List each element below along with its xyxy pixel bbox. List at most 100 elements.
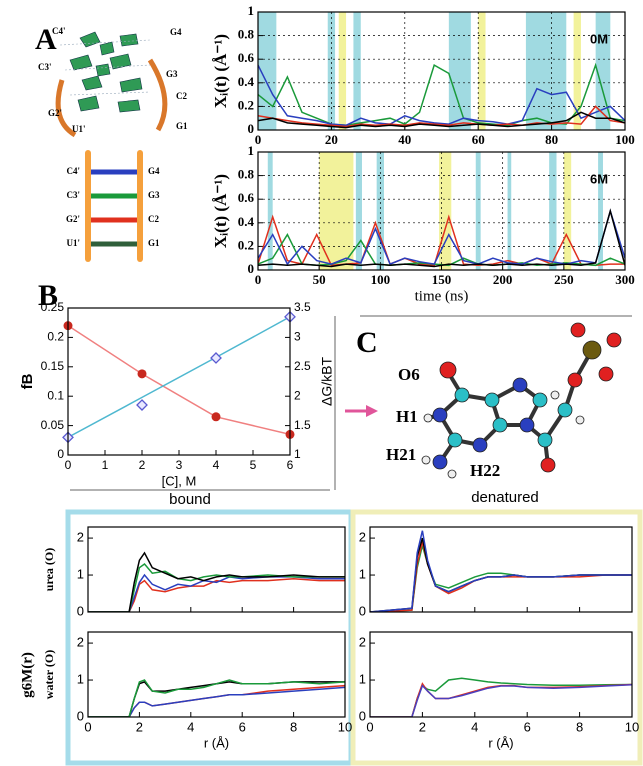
- x-axis-label: [C], M: [162, 473, 197, 488]
- y-tick-label: 0.05: [41, 418, 65, 432]
- highlight-band: [478, 12, 486, 130]
- series-line: [258, 64, 625, 127]
- y-tick-label: 0: [248, 121, 255, 136]
- y-tick-label: 0.25: [41, 300, 65, 314]
- nucleotide-label: C4': [67, 166, 81, 176]
- nucleotide-label: G2': [48, 108, 62, 118]
- highlight-band: [327, 12, 336, 130]
- y-tick-label: 1: [359, 566, 366, 581]
- x-tick-label: 20: [325, 132, 338, 147]
- plot-frame: [87, 631, 346, 718]
- x-tick-label: 2: [419, 719, 426, 734]
- x-tick-label: 10: [625, 719, 639, 734]
- series-line: [88, 577, 345, 612]
- x-tick-label: 2: [139, 458, 146, 472]
- atom-label: O6: [398, 365, 420, 384]
- arrow: [345, 405, 378, 417]
- nucleotide-label: G4: [170, 27, 182, 37]
- annotation: 6M: [590, 171, 608, 186]
- nucleotide-label: C2: [176, 91, 187, 101]
- highlight-band: [563, 152, 572, 270]
- y-tick-label: 0.4: [238, 214, 255, 229]
- y-tick-label: 0.1: [47, 388, 64, 402]
- y-tick-label: 0: [57, 447, 64, 461]
- x-tick-label: 6: [524, 719, 531, 734]
- nucleotide-label: G4: [148, 166, 160, 176]
- x-tick-label: 300: [615, 272, 635, 287]
- x-tick-label: 100: [371, 272, 391, 287]
- highlight-band: [355, 152, 362, 270]
- y-tick-label: 0: [77, 708, 84, 723]
- marker: [137, 369, 147, 379]
- ladder-drawing: [85, 150, 143, 262]
- annotation: 0M: [590, 31, 608, 46]
- x-tick-label: 150: [432, 272, 452, 287]
- x-tick-label: 4: [187, 719, 194, 734]
- series-line: [88, 686, 345, 717]
- series-line: [370, 684, 632, 717]
- nucleotide-label: G1: [176, 121, 188, 131]
- series-line: [88, 679, 345, 717]
- y-tick-label: 2: [77, 530, 84, 545]
- y-tick-label: 0.6: [238, 190, 255, 205]
- series-line: [88, 551, 345, 612]
- y2-axis-label: ΔG/kBT: [319, 357, 335, 406]
- highlight-band: [525, 12, 567, 130]
- hairpin-drawing: [55, 31, 168, 138]
- y-tick-label: 0.2: [238, 237, 254, 252]
- plot-frame: [369, 631, 633, 718]
- bound-box: [65, 509, 354, 766]
- series-line: [258, 111, 625, 129]
- nucleotide-label: C3': [38, 62, 52, 72]
- nucleotide-label: G3: [166, 69, 178, 79]
- nucleotide-label: C2: [148, 214, 159, 224]
- y-tick-label: 0.15: [41, 359, 65, 373]
- x-tick-label: 0: [255, 272, 262, 287]
- y-axis-label: Xᵢ(t) (Å⁻¹): [211, 174, 230, 248]
- y2-tick-label: 3.5: [294, 300, 311, 314]
- y-tick-label: 2: [359, 530, 366, 545]
- x-tick-label: 80: [545, 132, 558, 147]
- series-line: [370, 682, 632, 717]
- x-tick-label: 40: [398, 132, 411, 147]
- y2-tick-label: 1.5: [294, 418, 311, 432]
- plot-frame: [67, 307, 291, 456]
- series-line: [370, 545, 632, 612]
- marker: [210, 352, 222, 364]
- y-tick-label: 0.2: [47, 330, 64, 344]
- series-line: [68, 324, 290, 436]
- series-line: [258, 208, 625, 268]
- series-line: [370, 677, 632, 717]
- highlight-band: [338, 12, 347, 130]
- panel-label: A: [35, 23, 57, 56]
- x-tick-label: 0: [255, 132, 262, 147]
- plot-frame: [369, 526, 633, 613]
- y-axis-label: fB: [19, 373, 36, 389]
- atom-label: H21: [386, 445, 416, 464]
- y-tick-label: 0.8: [238, 167, 255, 182]
- plot-frame: [87, 526, 346, 613]
- highlight-band: [439, 152, 452, 270]
- x-tick-label: 10: [338, 719, 352, 734]
- series-line: [258, 105, 625, 128]
- plot-frame: [257, 11, 626, 131]
- y2-tick-label: 2: [294, 388, 301, 402]
- highlight-band: [549, 152, 557, 270]
- panel-label: C: [356, 326, 378, 359]
- y-axis-label: g6M(r): [19, 652, 35, 698]
- highlight-band: [376, 152, 385, 270]
- y-tick-label: 0.8: [238, 27, 255, 42]
- x-tick-label: 1: [102, 458, 109, 472]
- series-line: [258, 62, 625, 127]
- y-tick-label: 0: [248, 261, 255, 276]
- x-tick-label: 0: [84, 719, 91, 734]
- nucleotide-label: G2': [66, 214, 80, 224]
- y-tick-label: 0: [77, 603, 84, 618]
- marker: [211, 412, 221, 422]
- x-tick-label: 0: [65, 458, 72, 472]
- y2-tick-label: 3: [294, 330, 301, 344]
- nucleotide-label: G3: [148, 190, 160, 200]
- marker: [136, 399, 148, 411]
- caption: bound: [169, 491, 211, 508]
